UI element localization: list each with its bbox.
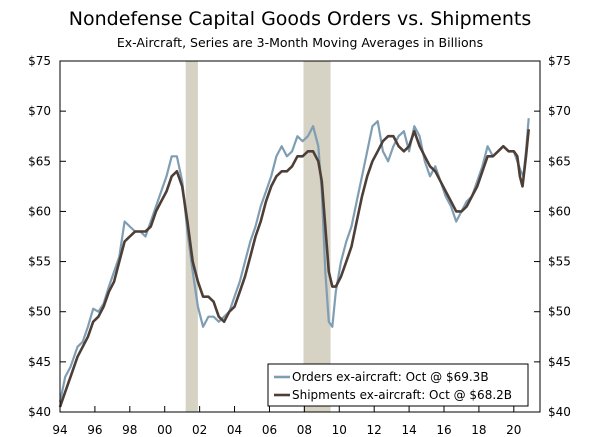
x-tick-label-8: 10: [332, 423, 347, 437]
y-tick-label-right-1: $45: [548, 355, 571, 369]
x-tick-label-10: 14: [401, 423, 416, 437]
y-tick-label-left-1: $45: [28, 355, 51, 369]
x-tick-label-3: 00: [157, 423, 172, 437]
legend-label-orders: Orders ex-aircraft: Oct @ $69.3B: [292, 370, 489, 384]
x-tick-label-7: 08: [297, 423, 312, 437]
x-tick-label-13: 20: [506, 423, 521, 437]
y-tick-label-right-7: $75: [548, 54, 571, 68]
y-tick-label-left-0: $40: [28, 405, 51, 419]
plot-frame: [59, 60, 541, 413]
y-tick-label-right-0: $40: [548, 405, 571, 419]
y-tick-label-left-2: $50: [28, 305, 51, 319]
x-tick-label-2: 98: [122, 423, 137, 437]
y-tick-label-right-2: $50: [548, 305, 571, 319]
x-tick-label-9: 12: [367, 423, 382, 437]
y-tick-label-right-3: $55: [548, 255, 571, 269]
y-tick-label-left-5: $65: [28, 154, 51, 168]
y-tick-label-left-7: $75: [28, 54, 51, 68]
series-line-orders: [58, 118, 530, 403]
x-tick-label-5: 04: [227, 423, 242, 437]
chart-subtitle: Ex-Aircraft, Series are 3-Month Moving A…: [116, 35, 484, 50]
series-line-shipments: [58, 129, 530, 408]
y-tick-label-left-6: $70: [28, 104, 51, 118]
x-tick-label-6: 06: [262, 423, 277, 437]
x-tick-label-11: 16: [436, 423, 451, 437]
x-tick-label-12: 18: [471, 423, 486, 437]
y-tick-label-left-3: $55: [28, 255, 51, 269]
recession-bands: [185, 61, 331, 412]
x-tick-label-0: 94: [52, 423, 67, 437]
legend-label-shipments: Shipments ex-aircraft: Oct @ $68.2B: [292, 388, 512, 402]
y-tick-label-right-6: $70: [548, 104, 571, 118]
legend: Orders ex-aircraft: Oct @ $69.3B Shipment…: [267, 363, 529, 407]
axes: $40 $40 $45 $45 $50 $50 $55 $55 $60 $60 $65 $65 $70 $…: [28, 54, 571, 437]
chart-title: Nondefense Capital Goods Orders vs. Ship…: [68, 8, 532, 30]
recession-band-1: [185, 61, 198, 412]
y-tick-label-left-4: $60: [28, 204, 51, 218]
y-tick-label-right-5: $65: [548, 154, 571, 168]
x-tick-label-1: 96: [87, 423, 102, 437]
series-lines: [58, 118, 530, 408]
y-tick-label-right-4: $60: [548, 204, 571, 218]
legend-box: [267, 363, 529, 407]
x-tick-label-4: 02: [192, 423, 207, 437]
